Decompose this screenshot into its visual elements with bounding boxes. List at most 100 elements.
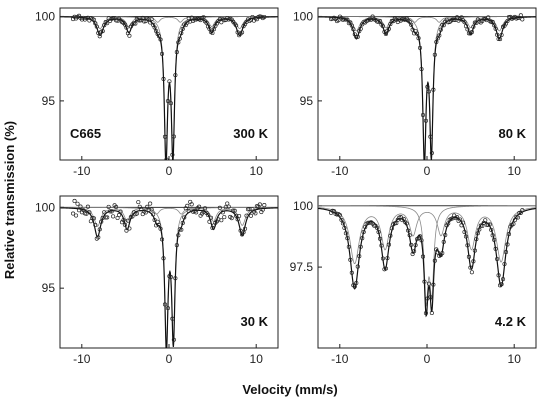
data-point bbox=[495, 256, 500, 262]
data-point bbox=[409, 22, 414, 27]
data-point bbox=[487, 222, 492, 227]
data-point bbox=[158, 226, 163, 231]
data-point bbox=[339, 217, 344, 222]
data-point bbox=[462, 20, 467, 25]
data-point bbox=[354, 34, 359, 39]
data-point bbox=[426, 281, 431, 286]
data-point bbox=[379, 243, 384, 248]
data-point bbox=[109, 209, 114, 214]
data-point bbox=[194, 210, 199, 215]
data-point bbox=[489, 20, 494, 25]
data-point bbox=[425, 84, 430, 89]
data-point bbox=[108, 209, 113, 214]
data-point bbox=[475, 231, 480, 236]
data-point bbox=[148, 201, 153, 206]
data-point bbox=[262, 203, 267, 208]
data-point bbox=[492, 237, 497, 242]
data-point bbox=[97, 227, 102, 232]
data-point bbox=[369, 17, 374, 22]
data-point bbox=[498, 37, 503, 42]
data-point bbox=[520, 208, 525, 213]
data-point bbox=[412, 249, 417, 254]
data-point bbox=[111, 214, 116, 219]
data-point bbox=[84, 15, 89, 21]
data-point bbox=[462, 229, 467, 235]
data-point bbox=[140, 15, 145, 21]
x-axis-label: Velocity (mm/s) bbox=[242, 382, 337, 397]
data-point bbox=[143, 210, 148, 215]
data-point bbox=[204, 20, 209, 25]
data-point bbox=[493, 26, 498, 31]
data-point bbox=[182, 215, 187, 220]
data-point bbox=[211, 27, 216, 32]
data-point bbox=[180, 220, 185, 226]
x-tick-label: -10 bbox=[331, 352, 349, 366]
data-point bbox=[244, 213, 249, 218]
subspectrum-curve bbox=[60, 207, 278, 227]
data-point bbox=[372, 223, 377, 228]
data-point bbox=[139, 207, 144, 212]
data-point bbox=[186, 209, 191, 214]
data-point bbox=[174, 50, 179, 55]
data-point bbox=[455, 215, 460, 220]
data-point bbox=[91, 17, 96, 22]
data-point bbox=[127, 33, 132, 38]
data-point bbox=[512, 218, 517, 223]
data-point bbox=[355, 34, 360, 39]
data-point bbox=[240, 30, 245, 35]
data-point bbox=[76, 208, 82, 213]
data-point bbox=[484, 222, 489, 227]
data-point bbox=[149, 207, 154, 212]
data-point bbox=[159, 51, 165, 56]
data-point bbox=[386, 242, 391, 247]
y-tick-label: 95 bbox=[300, 94, 314, 108]
data-point bbox=[409, 242, 414, 247]
data-point bbox=[416, 36, 421, 41]
data-point bbox=[480, 223, 485, 229]
data-point bbox=[94, 24, 99, 29]
data-point bbox=[388, 233, 393, 238]
data-point bbox=[492, 23, 497, 28]
data-point bbox=[118, 209, 123, 214]
data-point bbox=[437, 33, 442, 38]
data-point bbox=[376, 230, 381, 235]
data-point bbox=[483, 218, 488, 223]
data-point bbox=[419, 67, 424, 72]
data-point bbox=[380, 24, 386, 29]
subspectrum-curve bbox=[60, 16, 278, 30]
data-point bbox=[429, 151, 434, 156]
data-point bbox=[468, 265, 473, 270]
y-tick-label: 97.5 bbox=[290, 260, 314, 274]
data-point bbox=[158, 37, 163, 42]
y-tick-label: 100 bbox=[35, 200, 55, 214]
data-point bbox=[125, 218, 130, 223]
data-point bbox=[97, 34, 102, 39]
data-point bbox=[420, 254, 426, 259]
data-point bbox=[515, 215, 520, 220]
data-point bbox=[486, 15, 491, 20]
data-point bbox=[505, 242, 510, 247]
data-point bbox=[471, 259, 476, 264]
data-point bbox=[432, 52, 437, 57]
data-point bbox=[234, 213, 239, 218]
plot-area bbox=[60, 13, 278, 160]
data-point bbox=[469, 30, 474, 35]
data-point bbox=[231, 208, 236, 213]
data-point bbox=[171, 337, 176, 342]
data-point bbox=[441, 239, 446, 244]
data-point bbox=[440, 251, 445, 256]
data-point bbox=[242, 226, 248, 231]
data-point bbox=[345, 236, 350, 241]
data-point bbox=[197, 204, 202, 209]
data-point bbox=[345, 17, 350, 22]
data-point bbox=[164, 157, 169, 160]
y-tick-label: 100 bbox=[35, 9, 55, 23]
data-point bbox=[506, 232, 512, 237]
data-point bbox=[450, 17, 455, 22]
data-point bbox=[93, 222, 98, 228]
data-point bbox=[377, 236, 383, 241]
data-point bbox=[177, 36, 182, 41]
data-point bbox=[127, 226, 132, 231]
data-point bbox=[96, 235, 101, 240]
data-point bbox=[348, 257, 353, 262]
